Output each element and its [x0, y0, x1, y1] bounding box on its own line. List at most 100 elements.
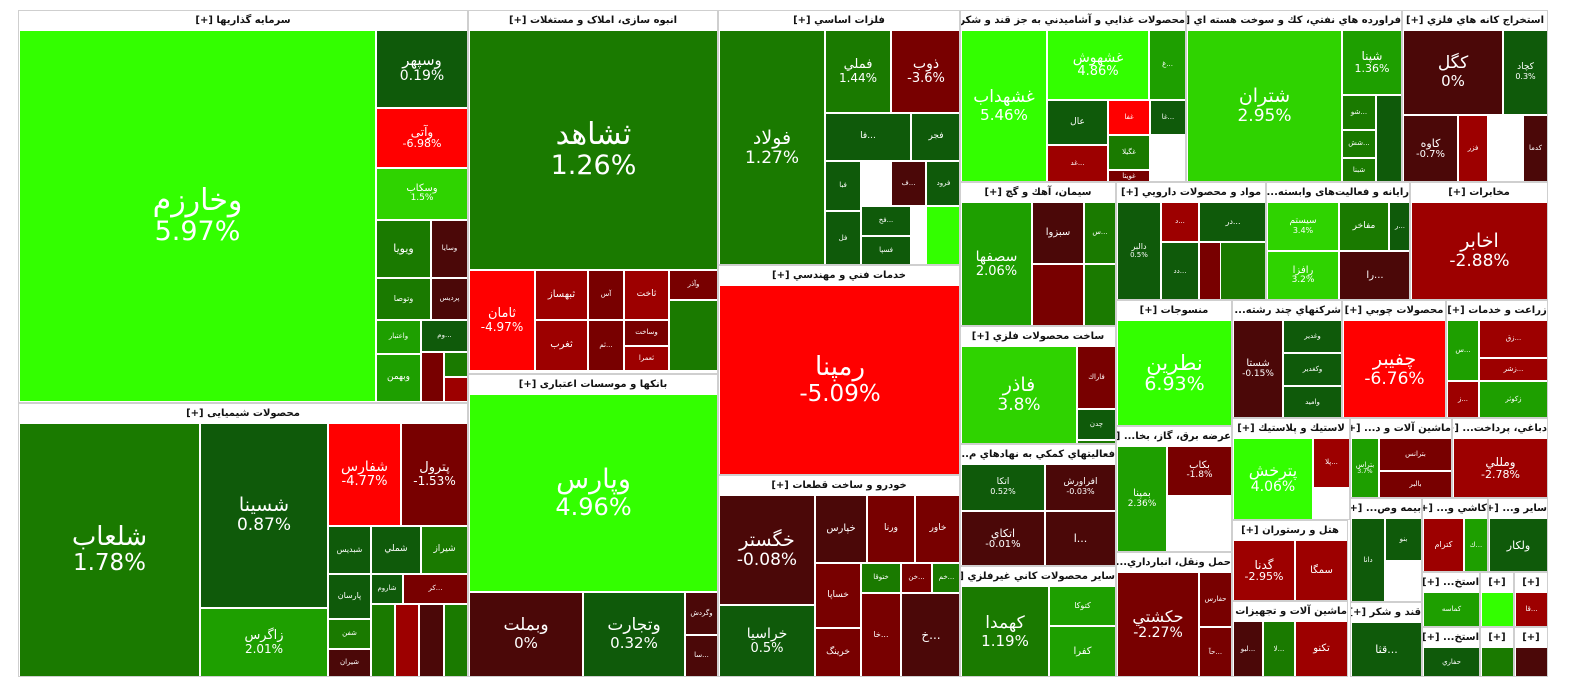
stock-tile[interactable]: بتراس 3.7%: [1351, 438, 1379, 497]
stock-tile[interactable]: ولكار: [1489, 518, 1547, 571]
stock-tile[interactable]: کر...: [403, 574, 467, 604]
stock-tile[interactable]: فملي 1.44%: [825, 30, 891, 113]
stock-tile[interactable]: غا...: [1150, 100, 1185, 135]
stock-tile[interactable]: كماسه: [1423, 592, 1479, 626]
stock-tile[interactable]: كتوكا: [1049, 586, 1115, 626]
stock-tile[interactable]: وم...: [421, 320, 467, 352]
stock-tile[interactable]: حكشتي -2.27%: [1117, 572, 1199, 676]
stock-tile[interactable]: وساخت: [624, 320, 669, 346]
stock-tile[interactable]: خراسیا 0.5%: [719, 605, 815, 676]
stock-tile[interactable]: شیراز: [421, 526, 467, 574]
stock-tile[interactable]: پردیس: [431, 278, 467, 320]
stock-tile[interactable]: کچاد 0.3%: [1503, 30, 1547, 115]
stock-tile[interactable]: بكاب -1.8%: [1167, 446, 1231, 496]
stock-tile[interactable]: زاگرس 2.01%: [200, 608, 328, 676]
stock-tile[interactable]: غشهوش 4.86%: [1047, 30, 1149, 100]
stock-tile[interactable]: واعتبار: [376, 320, 421, 354]
sector-header[interactable]: محصولات چوبي [+]: [1344, 305, 1444, 316]
stock-tile[interactable]: [444, 377, 467, 402]
stock-tile[interactable]: فاراك: [1077, 346, 1115, 409]
stock-tile[interactable]: فخ...: [861, 206, 911, 236]
stock-tile[interactable]: شلعاب 1.78%: [19, 423, 200, 676]
sector-header[interactable]: لاستيك و پلاستيك [+]: [1237, 423, 1345, 434]
sector-header[interactable]: قند و شکر [+]: [1351, 607, 1421, 618]
stock-tile[interactable]: شبدیس: [328, 526, 371, 574]
stock-tile[interactable]: شش...: [1342, 130, 1376, 158]
stock-tile[interactable]: لا...: [1263, 621, 1295, 676]
stock-tile[interactable]: ثغرب: [535, 320, 588, 371]
stock-tile[interactable]: [1077, 440, 1115, 443]
sector-header[interactable]: بانکها و موسسات اعتباری [+]: [518, 379, 668, 390]
stock-tile[interactable]: کاوه -0.7%: [1403, 115, 1458, 181]
stock-tile[interactable]: وبهمن: [376, 354, 421, 402]
stock-tile[interactable]: خ...: [901, 593, 959, 676]
stock-tile[interactable]: ك...: [1464, 518, 1487, 571]
stock-tile[interactable]: نطرين 6.93%: [1117, 320, 1231, 425]
stock-tile[interactable]: دالبر 0.5%: [1117, 202, 1161, 299]
stock-tile[interactable]: سا...: [685, 635, 717, 676]
stock-tile[interactable]: حفارس: [1199, 572, 1231, 627]
sector-header[interactable]: کاشي و... [+]: [1423, 503, 1487, 514]
stock-tile[interactable]: شپنا 1.36%: [1342, 30, 1401, 95]
stock-tile[interactable]: فسپا: [861, 236, 911, 264]
stock-tile[interactable]: غویتا: [1108, 170, 1150, 181]
stock-tile[interactable]: شاروم: [371, 574, 403, 604]
stock-tile[interactable]: در...: [1199, 202, 1265, 242]
stock-tile[interactable]: [1376, 95, 1401, 181]
stock-tile[interactable]: وسایا: [431, 220, 467, 278]
stock-tile[interactable]: شفارس -4.77%: [328, 423, 401, 526]
stock-tile[interactable]: چدن: [1077, 409, 1115, 440]
stock-tile[interactable]: خم...: [932, 563, 959, 593]
stock-tile[interactable]: كهمدا 1.19%: [961, 586, 1049, 676]
stock-tile[interactable]: پترخش 4.06%: [1233, 438, 1313, 519]
stock-tile[interactable]: وخارزم 5.97%: [19, 30, 376, 402]
sector-header[interactable]: عرضه برق، گاز، بخا... [+]: [1117, 431, 1231, 442]
sector-header[interactable]: ساير و... [+]: [1489, 503, 1547, 514]
sector-header[interactable]: خدمات فني و مهندسي [+]: [772, 270, 906, 281]
stock-tile[interactable]: غد...: [1047, 145, 1108, 181]
sector-header[interactable]: محصولات شیمیایی [+]: [186, 408, 300, 419]
stock-tile[interactable]: خساپا: [815, 563, 861, 628]
stock-tile[interactable]: [419, 604, 444, 676]
stock-tile[interactable]: خگستر -0.08%: [719, 495, 815, 605]
stock-tile[interactable]: خن...: [901, 563, 932, 593]
stock-tile[interactable]: مفاخر: [1339, 202, 1389, 251]
stock-tile[interactable]: وپارس 4.96%: [469, 394, 717, 592]
stock-tile[interactable]: شو...: [1342, 95, 1376, 130]
stock-tile[interactable]: شسینا 0.87%: [200, 423, 328, 608]
stock-tile[interactable]: تكنو: [1295, 621, 1347, 676]
sector-header[interactable]: استخراج كانه هاي فلزي [+]: [1405, 15, 1545, 26]
stock-tile[interactable]: [1220, 242, 1265, 299]
stock-tile[interactable]: ثشاهد 1.26%: [469, 30, 717, 270]
stock-tile[interactable]: چفیبر -6.76%: [1343, 320, 1445, 417]
stock-tile[interactable]: گدنا -2.95%: [1233, 540, 1295, 600]
stock-tile[interactable]: شستا -0.15%: [1233, 320, 1283, 417]
stock-tile[interactable]: ذوب -3.6%: [891, 30, 959, 113]
sector-header[interactable]: هتل و رستوران [+]: [1241, 525, 1339, 536]
stock-tile[interactable]: را...: [1339, 251, 1409, 299]
sector-header[interactable]: انبوه سازی، املاک و مستغلات [+]: [508, 15, 678, 26]
stock-tile[interactable]: فولاد 1.27%: [719, 30, 825, 264]
stock-tile[interactable]: خاور: [915, 495, 959, 563]
stock-tile[interactable]: افراورش -0.03%: [1045, 464, 1115, 511]
stock-tile[interactable]: ثامان -4.97%: [469, 270, 535, 371]
stock-tile[interactable]: پلا...: [1313, 438, 1349, 488]
stock-tile[interactable]: آس: [588, 270, 624, 320]
stock-tile[interactable]: ر...: [1389, 202, 1409, 251]
stock-tile[interactable]: وتجارت 0.32%: [583, 592, 685, 676]
sector-header[interactable]: [+]: [1522, 577, 1540, 588]
stock-tile[interactable]: شفن: [328, 619, 371, 649]
stock-tile[interactable]: دد...: [1161, 242, 1199, 299]
stock-tile[interactable]: فجر: [911, 113, 959, 161]
stock-tile[interactable]: غفا: [1108, 100, 1150, 135]
stock-tile[interactable]: [1032, 264, 1084, 325]
sector-header[interactable]: حمل ونقل، انبارداري... [+]: [1117, 557, 1231, 568]
stock-tile[interactable]: فرود: [926, 161, 959, 206]
stock-tile[interactable]: وآتی -6.98%: [376, 108, 467, 168]
sector-header[interactable]: رایانه و فعالیت‌های وابسته... [+]: [1267, 187, 1409, 198]
sector-header[interactable]: استخ... [+]: [1423, 632, 1479, 643]
sector-header[interactable]: ماشين آلات و د... [+]: [1351, 423, 1451, 434]
stock-tile[interactable]: سبزوا: [1032, 202, 1084, 264]
stock-tile[interactable]: وتوصا: [376, 278, 431, 320]
sector-header[interactable]: دباغي، پرداخت... [+]: [1453, 423, 1547, 434]
